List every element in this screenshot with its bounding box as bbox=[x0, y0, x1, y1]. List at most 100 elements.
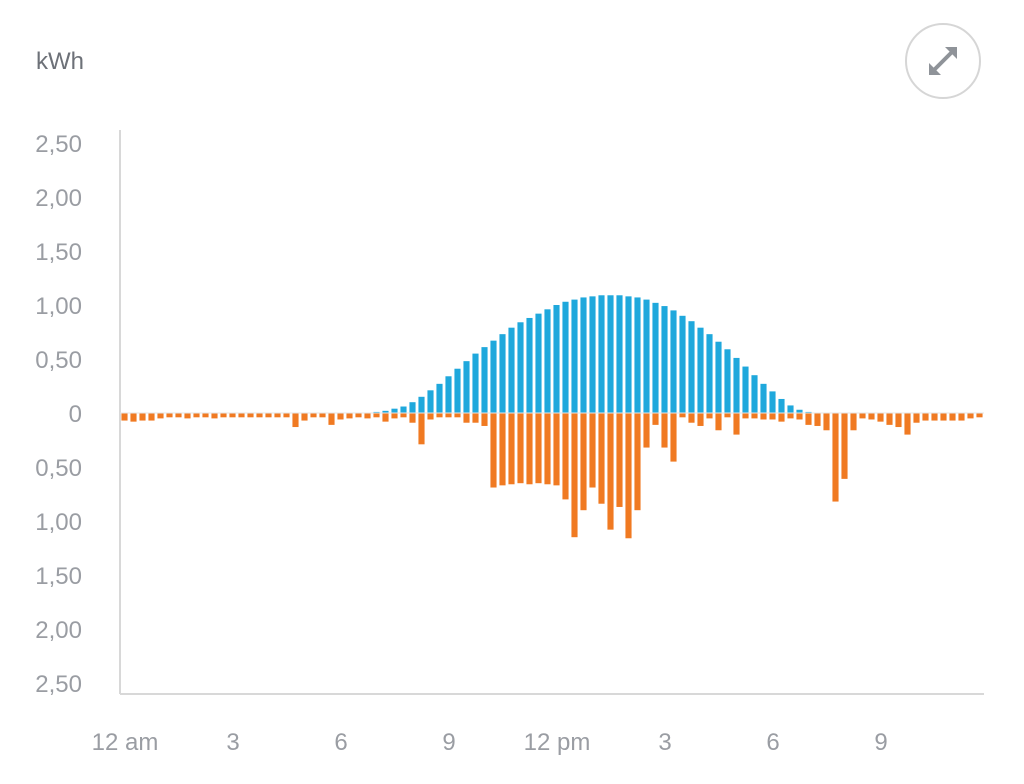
production-bar bbox=[580, 297, 587, 413]
consumption-bar bbox=[832, 413, 839, 502]
consumption-bar bbox=[490, 413, 497, 488]
production-bar bbox=[616, 295, 623, 413]
consumption-bar bbox=[895, 413, 902, 428]
consumption-bar bbox=[679, 413, 686, 418]
production-bar bbox=[652, 302, 659, 413]
consumption-bar bbox=[301, 413, 308, 421]
consumption-bar bbox=[670, 413, 677, 462]
consumption-bar bbox=[472, 413, 479, 423]
production-bar bbox=[562, 301, 569, 413]
consumption-bar bbox=[814, 413, 821, 426]
production-bar bbox=[760, 383, 767, 413]
production-bar bbox=[472, 353, 479, 413]
x-tick-label: 3 bbox=[226, 729, 239, 756]
production-bar bbox=[499, 334, 506, 413]
consumption-bar bbox=[805, 413, 812, 425]
production-bar bbox=[571, 299, 578, 413]
consumption-bar bbox=[823, 413, 830, 431]
consumption-bar bbox=[373, 413, 380, 418]
consumption-bar bbox=[463, 413, 470, 423]
consumption-bar bbox=[913, 413, 920, 423]
production-bar bbox=[724, 349, 731, 413]
production-bar bbox=[553, 305, 560, 413]
consumption-bar bbox=[976, 413, 983, 418]
production-bar bbox=[526, 317, 533, 413]
consumption-bar bbox=[859, 413, 866, 419]
production-bar bbox=[535, 313, 542, 413]
consumption-bar bbox=[544, 413, 551, 485]
consumption-bar bbox=[139, 413, 146, 421]
x-tick-label: 9 bbox=[874, 729, 887, 756]
production-bar bbox=[670, 310, 677, 413]
consumption-bar bbox=[922, 413, 929, 421]
production-bar bbox=[697, 327, 704, 413]
consumption-bar bbox=[481, 413, 488, 426]
x-tick-label: 6 bbox=[334, 729, 347, 756]
x-tick-label: 9 bbox=[442, 729, 455, 756]
consumption-bar bbox=[607, 413, 614, 530]
consumption-bar bbox=[265, 413, 272, 418]
consumption-bar bbox=[706, 413, 713, 419]
production-bar bbox=[481, 347, 488, 413]
consumption-bar bbox=[931, 413, 938, 421]
consumption-bar bbox=[580, 413, 587, 511]
expand-arrows-icon bbox=[929, 47, 957, 75]
y-tick-label: 1,50 bbox=[35, 563, 82, 590]
production-bar bbox=[715, 341, 722, 413]
y-tick-label: 1,00 bbox=[35, 293, 82, 320]
consumption-bar bbox=[130, 413, 137, 422]
production-bar bbox=[742, 366, 749, 413]
consumption-bar bbox=[400, 413, 407, 418]
production-bar bbox=[391, 408, 398, 413]
consumption-bar bbox=[436, 413, 443, 418]
consumption-bar bbox=[553, 413, 560, 486]
production-bar bbox=[598, 295, 605, 413]
consumption-bar bbox=[409, 413, 416, 423]
y-tick-label: 2,50 bbox=[35, 131, 82, 158]
y-tick-label: 1,00 bbox=[35, 509, 82, 536]
consumption-bar bbox=[616, 413, 623, 507]
consumption-bar bbox=[940, 413, 947, 421]
consumption-bar bbox=[499, 413, 506, 486]
consumption-bar bbox=[688, 413, 695, 423]
consumption-bar bbox=[193, 413, 200, 418]
consumption-bar bbox=[589, 413, 596, 488]
consumption-bar bbox=[184, 413, 191, 419]
production-bar bbox=[733, 357, 740, 413]
consumption-bar bbox=[625, 413, 632, 539]
consumption-bar bbox=[841, 413, 848, 479]
production-bar bbox=[688, 321, 695, 413]
x-tick-label: 12 am bbox=[92, 729, 159, 756]
consumption-bar bbox=[733, 413, 740, 435]
production-bar bbox=[625, 296, 632, 413]
consumption-bar bbox=[904, 413, 911, 435]
production-bar bbox=[463, 361, 470, 413]
consumption-bar bbox=[427, 413, 434, 420]
consumption-bar bbox=[796, 413, 803, 420]
consumption-bar bbox=[274, 413, 281, 418]
y-tick-label: 0,50 bbox=[35, 455, 82, 482]
consumption-bar bbox=[850, 413, 857, 431]
consumption-bar bbox=[778, 413, 785, 422]
production-bar bbox=[706, 334, 713, 413]
consumption-bar bbox=[652, 413, 659, 425]
production-bar bbox=[679, 315, 686, 413]
production-bar bbox=[409, 402, 416, 413]
production-bar bbox=[418, 396, 425, 413]
production-bar bbox=[643, 299, 650, 413]
consumption-bar bbox=[769, 413, 776, 420]
consumption-bar bbox=[508, 413, 515, 485]
production-bar bbox=[589, 296, 596, 413]
consumption-bar bbox=[238, 413, 245, 418]
consumption-bar bbox=[211, 413, 218, 419]
consumption-bar bbox=[751, 413, 758, 419]
production-bar bbox=[490, 340, 497, 413]
consumption-bar bbox=[742, 413, 749, 419]
y-tick-label: 0,50 bbox=[35, 347, 82, 374]
expand-button[interactable] bbox=[905, 23, 981, 99]
consumption-bar bbox=[229, 413, 236, 418]
production-bar bbox=[454, 368, 461, 413]
consumption-bar bbox=[526, 413, 533, 485]
x-tick-label: 3 bbox=[658, 729, 671, 756]
production-bar bbox=[400, 406, 407, 413]
